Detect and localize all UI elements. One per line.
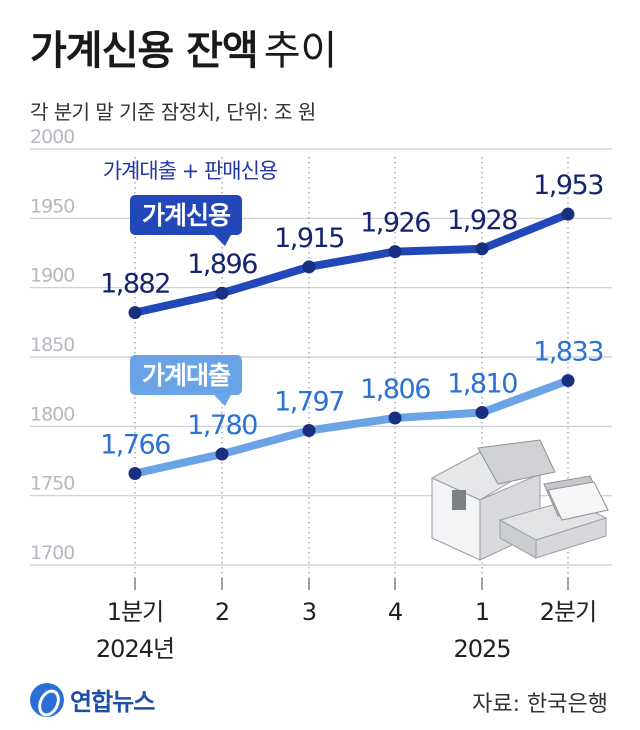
data-label: 1,797 (274, 386, 344, 417)
house-illustration (452, 490, 466, 510)
data-label: 1,810 (447, 368, 517, 399)
logo-icon (30, 682, 64, 717)
legend-credit-badge-label: 가계신용 (142, 201, 231, 230)
data-label: 1,833 (533, 337, 603, 368)
x-tick-label: 2분기 (540, 598, 596, 626)
data-point (302, 423, 316, 437)
data-point (388, 245, 402, 259)
house-illustration (477, 439, 556, 485)
x-tick-label: 2 (215, 598, 229, 626)
data-label: 1,896 (187, 249, 257, 280)
data-point (128, 466, 142, 480)
y-tick-label: 2000 (30, 126, 74, 148)
data-point (561, 374, 575, 388)
series-line-credit (131, 210, 572, 317)
data-point (561, 207, 575, 221)
y-tick-label: 1850 (30, 334, 74, 356)
y-tick-label: 1800 (30, 403, 74, 425)
series-annotation: 가계대출 + 판매신용 (103, 159, 278, 183)
title-suffix: 추이 (263, 28, 338, 74)
data-point (388, 411, 402, 425)
source-credit: 자료: 한국은행 (472, 692, 608, 717)
data-label: 1,766 (100, 429, 170, 460)
data-label: 1,806 (360, 374, 430, 405)
legend-credit-badge-pointer (212, 233, 232, 246)
data-label: 1,915 (274, 223, 344, 254)
year-label-2024: 2024년 (96, 635, 174, 663)
data-label: 1,928 (447, 205, 517, 236)
data-label: 1,953 (533, 170, 603, 201)
legend-loan-badge (130, 355, 242, 395)
legend-loan-badge-label: 가계대출 (142, 361, 231, 390)
data-point (128, 306, 142, 320)
title-main: 가계신용 잔액 (30, 28, 259, 74)
x-tick-label: 1분기 (107, 598, 163, 626)
year-label-2025: 2025 (453, 635, 510, 663)
data-point (475, 242, 489, 256)
data-point (215, 286, 229, 300)
x-tick-label: 4 (388, 598, 402, 626)
y-tick-label: 1750 (30, 473, 74, 495)
chart-title: 가계신용 잔액 추이 (30, 18, 337, 76)
house-illustration (535, 517, 607, 559)
chart-subtitle: 각 분기 말 기준 잠정치, 단위: 조 원 (30, 100, 316, 124)
data-point (475, 405, 489, 419)
data-label: 1,926 (360, 208, 430, 239)
house-illustration (547, 481, 609, 521)
data-point (302, 260, 316, 274)
y-tick-label: 1950 (30, 195, 74, 217)
y-tick-label: 1700 (30, 542, 74, 564)
logo: 연합뉴스 (30, 682, 155, 717)
data-point (215, 447, 229, 461)
y-tick-label: 1900 (30, 265, 74, 287)
data-label: 1,780 (187, 410, 257, 441)
logo-text: 연합뉴스 (70, 688, 155, 716)
legend-credit-badge (130, 195, 242, 235)
x-tick-label: 1 (475, 598, 489, 626)
series-line-loan (131, 376, 572, 478)
data-label: 1,882 (100, 269, 170, 300)
legend-loan-badge-pointer (212, 393, 232, 406)
x-tick-label: 3 (302, 598, 316, 626)
